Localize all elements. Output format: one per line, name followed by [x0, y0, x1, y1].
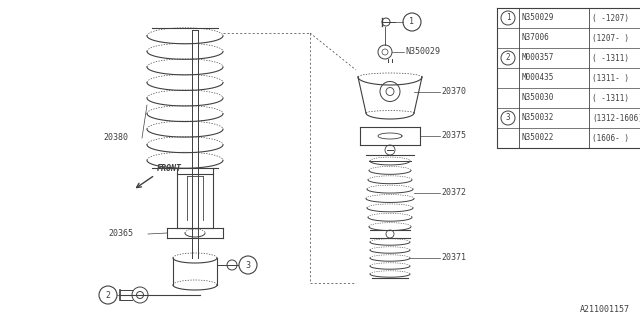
- Text: 20371: 20371: [441, 253, 466, 262]
- Text: (1312-1606): (1312-1606): [592, 114, 640, 123]
- Text: ( -1311): ( -1311): [592, 93, 629, 102]
- Text: N350029: N350029: [522, 13, 554, 22]
- Text: A211001157: A211001157: [580, 305, 630, 314]
- Text: 20370: 20370: [441, 87, 466, 96]
- Text: FRONT: FRONT: [157, 164, 182, 173]
- Text: M000435: M000435: [522, 74, 554, 83]
- Text: M000357: M000357: [522, 53, 554, 62]
- Text: N37006: N37006: [522, 34, 550, 43]
- Text: 20380: 20380: [103, 133, 128, 142]
- Text: (1207- ): (1207- ): [592, 34, 629, 43]
- Text: 1: 1: [410, 18, 415, 27]
- Text: (1311- ): (1311- ): [592, 74, 629, 83]
- Text: N350029: N350029: [405, 47, 440, 57]
- Text: ( -1311): ( -1311): [592, 53, 629, 62]
- Text: 20375: 20375: [441, 132, 466, 140]
- Text: (1606- ): (1606- ): [592, 133, 629, 142]
- Text: N350030: N350030: [522, 93, 554, 102]
- Text: 1: 1: [506, 13, 510, 22]
- Text: 20365: 20365: [108, 229, 133, 238]
- Text: N350032: N350032: [522, 114, 554, 123]
- Text: 2: 2: [506, 53, 510, 62]
- Text: 3: 3: [246, 260, 250, 269]
- Text: 3: 3: [506, 114, 510, 123]
- Text: ( -1207): ( -1207): [592, 13, 629, 22]
- Text: N350022: N350022: [522, 133, 554, 142]
- Text: 20372: 20372: [441, 188, 466, 197]
- Text: 2: 2: [106, 291, 111, 300]
